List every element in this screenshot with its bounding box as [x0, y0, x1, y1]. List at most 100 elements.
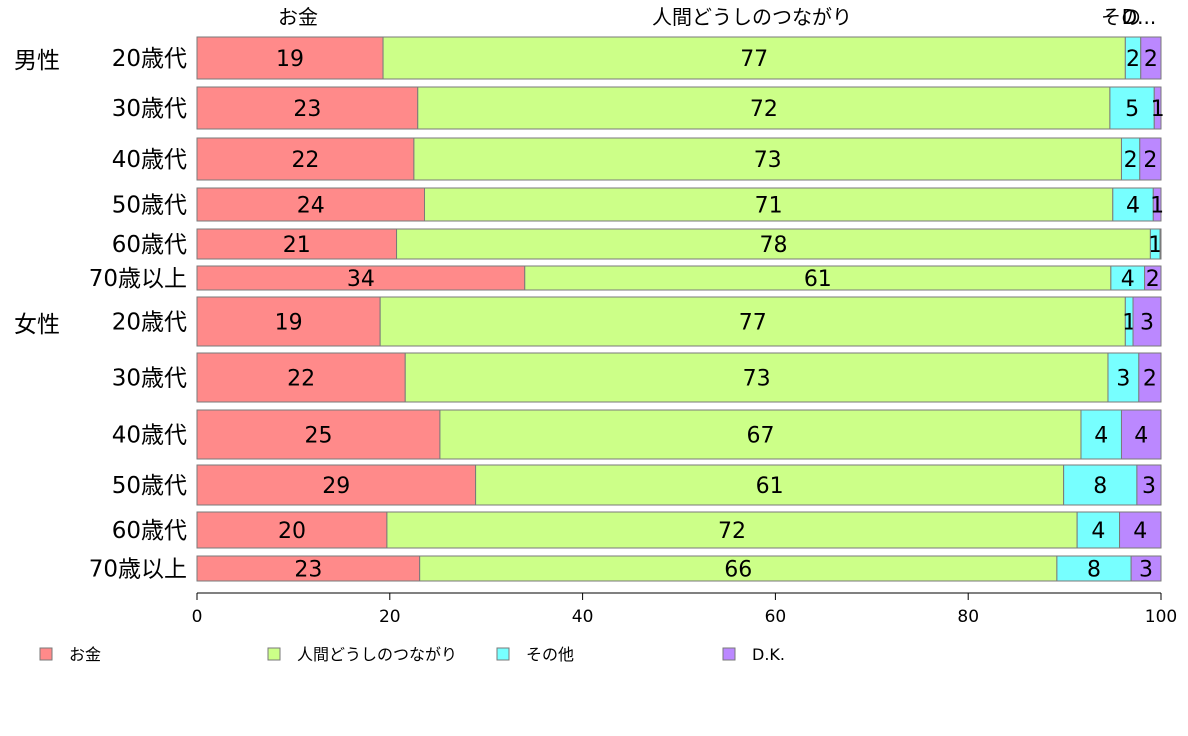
- data-label: 3: [1116, 367, 1130, 392]
- data-label: 4: [1134, 424, 1148, 449]
- series-header-other: その: [1101, 5, 1141, 29]
- bar-segment-dk: [1140, 36, 1162, 80]
- bar-segment-other: [1107, 352, 1140, 403]
- data-label: 71: [755, 194, 783, 219]
- bar-segment-connection: [404, 352, 1109, 403]
- data-label: 3: [1142, 474, 1156, 499]
- row-label: 20歳代: [112, 46, 187, 72]
- data-label: 25: [304, 424, 332, 449]
- group-label: 女性: [14, 312, 60, 338]
- bar-segment-money: [196, 511, 388, 549]
- row-label: 20歳代: [112, 310, 187, 336]
- data-label: 23: [293, 97, 321, 122]
- data-label: 1: [1150, 194, 1164, 219]
- data-label: 4: [1126, 194, 1140, 219]
- bar-row: 22 73 2 2: [196, 137, 1162, 181]
- legend-label: お金: [69, 645, 101, 664]
- row-label: 40歳代: [112, 423, 187, 449]
- bar-row: 23 72 5 1: [196, 86, 1165, 130]
- series-header-connection: 人間どうしのつながり: [652, 5, 852, 29]
- data-label: 4: [1121, 267, 1135, 292]
- data-label: 23: [294, 558, 322, 583]
- x-tick-label: 20: [379, 607, 401, 627]
- series-header-money: お金: [278, 5, 318, 29]
- data-label: 19: [275, 311, 303, 336]
- bar-segment-other: [1080, 409, 1122, 460]
- bar-segment-connection: [524, 265, 1112, 291]
- group-label: 男性: [14, 48, 60, 74]
- bar-segment-money: [196, 296, 381, 347]
- data-label: 1: [1151, 97, 1165, 122]
- legend-label: 人間どうしのつながり: [297, 645, 457, 664]
- legend-item-connection: 人間どうしのつながり: [267, 645, 457, 664]
- bar-segment-other: [1056, 555, 1132, 582]
- row-label: 60歳代: [112, 232, 187, 258]
- bar-segment-other: [1076, 511, 1121, 549]
- legend-label: その他: [526, 645, 574, 664]
- bar-segment-connection: [413, 137, 1122, 181]
- bar-segment-dk: [1136, 464, 1162, 506]
- bar-row: 23 66 8 3: [196, 555, 1162, 583]
- data-label: 24: [297, 194, 325, 219]
- bars: 19 77 2 223 72 5 122 73 2 224 71 4 121 78 134 61 4 219 77 1…: [196, 36, 1165, 583]
- legend-item-money: お金: [39, 645, 101, 664]
- bar-segment-dk: [1138, 352, 1162, 403]
- row-label: 30歳代: [112, 96, 187, 122]
- bar-segment-other: [1063, 464, 1138, 506]
- bar-row: 29 61 8 3: [196, 464, 1162, 506]
- legend-label: D.K.: [752, 645, 785, 664]
- bar-row: 19 77 2 2: [196, 36, 1162, 80]
- data-label: 78: [759, 233, 787, 258]
- data-label: 19: [276, 47, 304, 72]
- bar-row: 21 78 1: [196, 228, 1162, 260]
- data-label: 61: [804, 267, 832, 292]
- data-label: 8: [1093, 474, 1107, 499]
- data-label: 73: [743, 367, 771, 392]
- bar-row: 24 71 4 1: [196, 187, 1164, 222]
- bar-segment-money: [196, 228, 398, 260]
- row-label: 40歳代: [112, 147, 187, 173]
- data-label: 77: [739, 311, 767, 336]
- data-label: 20: [278, 519, 306, 544]
- bar-segment-dk: [1159, 228, 1162, 260]
- bar-row: 22 73 3 2: [196, 352, 1162, 403]
- bar-row: 20 72 4 4: [196, 511, 1162, 549]
- series-header-labels: お金 人間どうしのつながり そのD...: [278, 5, 1156, 29]
- data-label: 67: [746, 424, 774, 449]
- legend-swatch: [267, 647, 281, 661]
- bar-segment-connection: [382, 36, 1126, 80]
- data-label: 4: [1094, 424, 1108, 449]
- x-axis: 0 20 40 60 80 100: [192, 592, 1177, 627]
- bar-segment-connection: [439, 409, 1082, 460]
- bar-segment-money: [196, 36, 384, 80]
- x-tick-label: 100: [1145, 607, 1177, 627]
- row-label: 50歳代: [112, 193, 187, 219]
- data-label: 3: [1139, 558, 1153, 583]
- bar-segment-money: [196, 409, 441, 460]
- data-label: 72: [718, 519, 746, 544]
- row-label: 70歳以上: [89, 557, 187, 583]
- data-label: 73: [754, 148, 782, 173]
- bar-segment-connection: [417, 86, 1111, 130]
- bar-segment-other: [1109, 86, 1155, 130]
- bar-segment-dk: [1152, 187, 1162, 222]
- data-label: 34: [347, 267, 375, 292]
- bar-segment-dk: [1130, 555, 1162, 582]
- bar-segment-money: [196, 265, 526, 291]
- row-label: 60歳代: [112, 518, 187, 544]
- data-label: 77: [740, 47, 768, 72]
- data-label: 2: [1143, 148, 1157, 173]
- bar-segment-dk: [1139, 137, 1162, 181]
- data-label: 3: [1140, 311, 1154, 336]
- legend-swatch: [496, 647, 510, 661]
- bar-segment-dk: [1144, 265, 1162, 291]
- bar-segment-other: [1110, 265, 1146, 291]
- row-label: 50歳代: [112, 473, 187, 499]
- bar-segment-dk: [1153, 86, 1162, 130]
- data-label: 66: [724, 558, 752, 583]
- legend-item-other: その他: [496, 645, 574, 664]
- bar-segment-money: [196, 464, 477, 506]
- bar-row: 19 77 1 3: [196, 296, 1162, 347]
- bar-segment-dk: [1119, 511, 1162, 549]
